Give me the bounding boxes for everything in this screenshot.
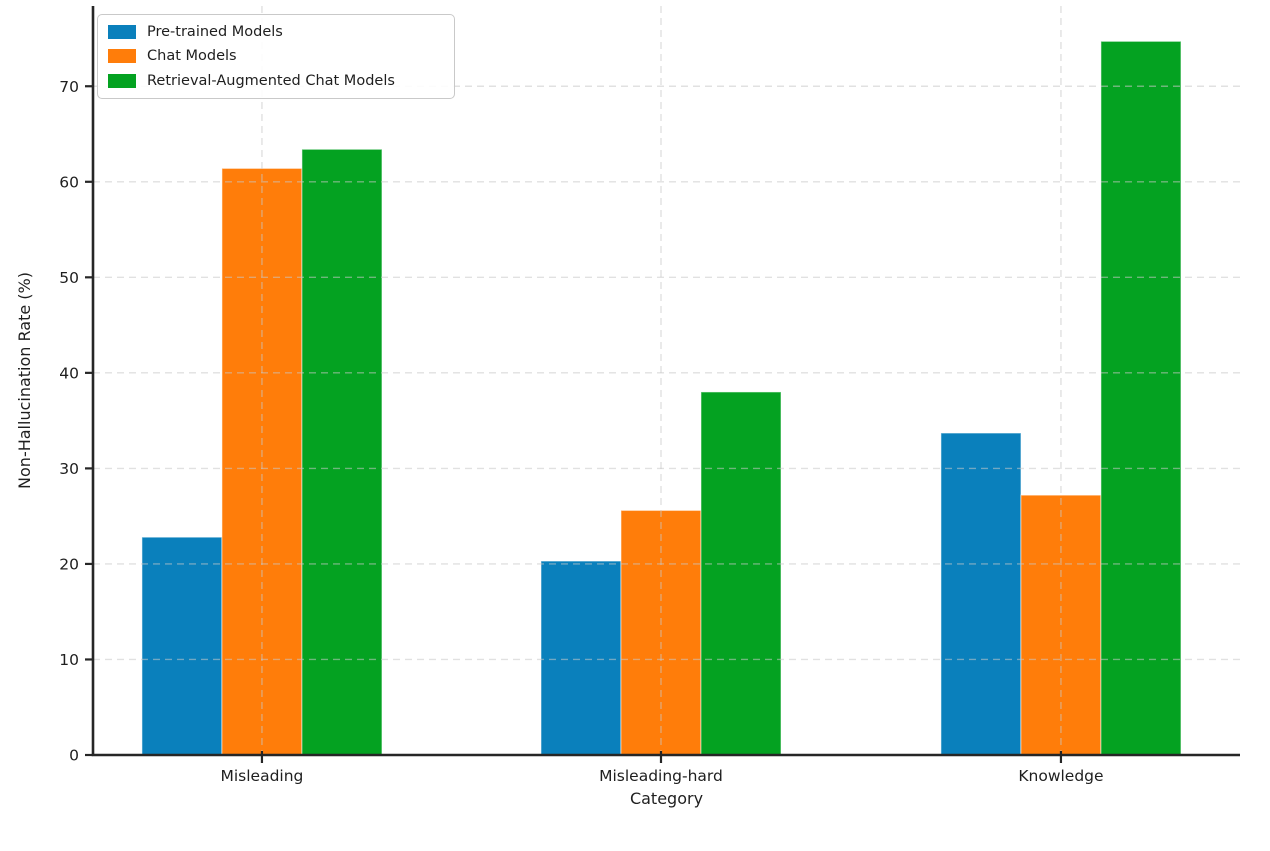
- y-axis-label: Non-Hallucination Rate (%): [15, 272, 34, 489]
- x-axis-label: Category: [630, 789, 703, 808]
- y-tick-label-20: 20: [59, 555, 79, 573]
- legend-swatch-chat-icon: [108, 49, 136, 64]
- x-tick-label-misleading: Misleading: [220, 767, 303, 785]
- legend-label-chat: Chat Models: [147, 48, 237, 65]
- y-tick-label-50: 50: [59, 269, 79, 287]
- y-tick-label-10: 10: [59, 651, 79, 669]
- bar-misleading-hard-retrieval-augmented-chat-models: [700, 391, 782, 756]
- legend-swatch-pretrained-icon: [108, 25, 136, 40]
- legend-swatch-rag-chat-icon: [108, 73, 136, 88]
- bar-misleading-retrieval-augmented-chat-models: [301, 148, 383, 756]
- legend-item-rag-chat: Retrieval-Augmented Chat Models: [108, 74, 444, 89]
- legend-item-pretrained: Pre-trained Models: [108, 25, 444, 40]
- y-tick-label-0: 0: [69, 747, 79, 765]
- y-tick-label-70: 70: [59, 78, 79, 96]
- bar-misleading-pre-trained-models: [141, 536, 223, 756]
- y-tick-label-40: 40: [59, 364, 79, 382]
- bar-knowledge-pre-trained-models: [940, 432, 1022, 756]
- legend-item-chat: Chat Models: [108, 49, 444, 64]
- x-tick-label-knowledge: Knowledge: [1018, 767, 1103, 785]
- bar-knowledge-retrieval-augmented-chat-models: [1100, 40, 1182, 756]
- legend: Pre-trained Models Chat Models Retrieval…: [97, 14, 455, 99]
- bar-misleading-hard-pre-trained-models: [540, 560, 622, 756]
- legend-label-rag-chat: Retrieval-Augmented Chat Models: [147, 72, 395, 89]
- y-tick-label-60: 60: [59, 173, 79, 191]
- y-tick-label-30: 30: [59, 460, 79, 478]
- x-tick-label-misleading-hard: Misleading-hard: [599, 767, 723, 785]
- legend-label-pretrained: Pre-trained Models: [147, 23, 283, 40]
